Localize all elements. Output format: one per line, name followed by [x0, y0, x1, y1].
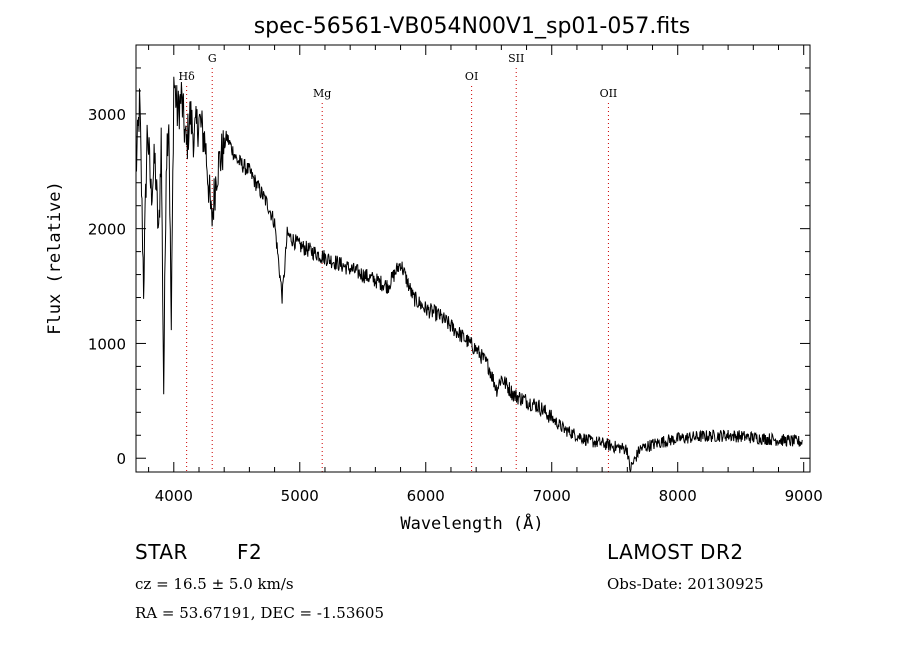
survey-name: LAMOST DR2	[607, 540, 744, 564]
x-tick-label: 8000	[659, 487, 697, 505]
y-tick-label: 3000	[88, 106, 126, 124]
spectral-line-markers: Hδ G Mg OI SII OII	[179, 52, 618, 472]
y-axis-label: Flux (relative)	[45, 181, 65, 335]
y-tick-label: 1000	[88, 335, 126, 353]
object-class: STAR	[135, 540, 188, 564]
y-tick-label: 0	[116, 450, 126, 468]
observation-date: Obs-Date: 20130925	[607, 575, 764, 593]
spectral-line-label: OI	[465, 70, 478, 83]
x-tick-label: 6000	[407, 487, 445, 505]
x-tick-label: 4000	[155, 487, 193, 505]
spectral-line-label: G	[208, 52, 217, 65]
axis-ticks: 4000 5000 6000 7000 8000 9000 0 1000 2000 3000	[88, 45, 823, 505]
spectral-line-label: OII	[600, 87, 618, 100]
spectral-line-label: Mg	[313, 87, 331, 100]
spectrum-trace	[135, 76, 803, 473]
spectral-line-label: Hδ	[179, 70, 196, 83]
x-tick-label: 7000	[533, 487, 571, 505]
spectral-line-label: SII	[508, 52, 524, 65]
plot-frame	[135, 44, 811, 473]
chart-title: spec-56561-VB054N00V1_sp01-057.fits	[254, 14, 691, 39]
x-axis-label: Wavelength (Å)	[400, 512, 543, 534]
redshift-velocity: cz = 16.5 ± 5.0 km/s	[135, 575, 294, 593]
spectral-type: F2	[237, 540, 263, 564]
y-tick-label: 2000	[88, 221, 126, 239]
x-tick-label: 9000	[785, 487, 823, 505]
spectrum-line	[135, 76, 803, 473]
spectrum-plot: spec-56561-VB054N00V1_sp01-057.fits Hδ G M…	[45, 14, 823, 534]
x-tick-label: 5000	[281, 487, 319, 505]
coordinates: RA = 53.67191, DEC = -1.53605	[135, 604, 384, 622]
